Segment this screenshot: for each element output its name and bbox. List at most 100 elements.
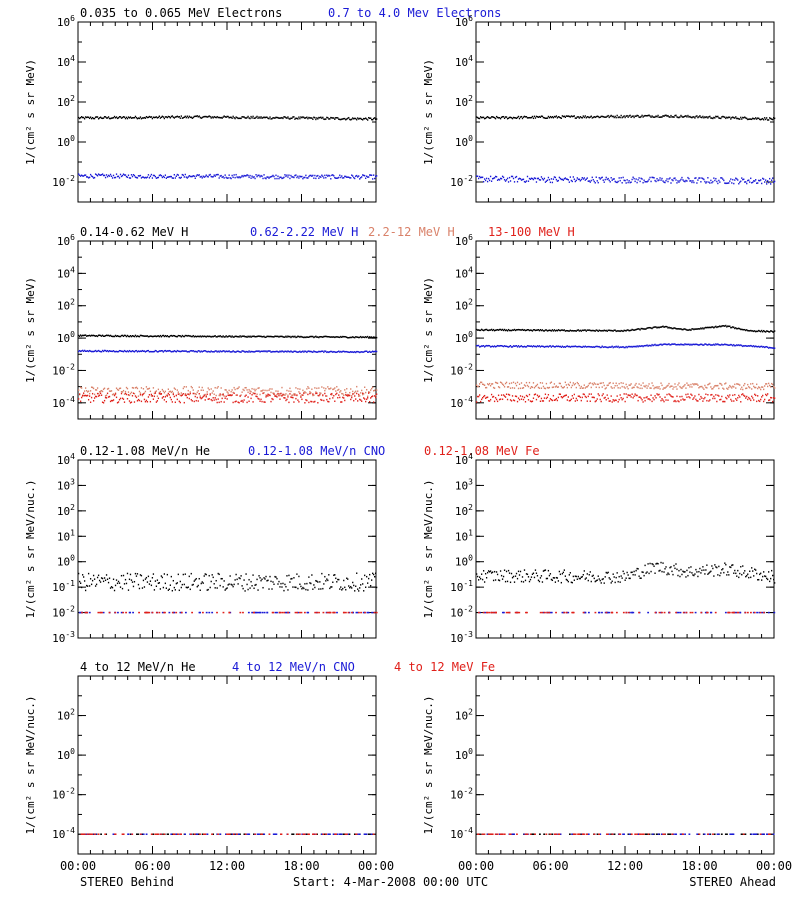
data-point <box>503 395 506 397</box>
data-point <box>584 387 586 389</box>
data-point <box>92 117 95 120</box>
data-point <box>168 116 170 118</box>
data-point <box>201 611 204 614</box>
data-point <box>695 328 697 330</box>
data-point <box>287 176 289 178</box>
data-point <box>606 346 608 349</box>
data-point <box>216 401 218 404</box>
data-point <box>293 577 295 579</box>
data-point <box>601 578 603 581</box>
data-point <box>687 343 689 346</box>
data-point <box>373 336 375 338</box>
data-point <box>184 394 186 396</box>
data-point <box>631 611 633 614</box>
data-point <box>279 611 282 614</box>
data-point <box>219 394 221 397</box>
data-point <box>159 391 162 393</box>
data-point <box>308 387 310 389</box>
data-point <box>360 584 362 586</box>
data-point <box>711 117 713 119</box>
data-point <box>79 334 82 336</box>
data-point <box>667 343 669 346</box>
data-point <box>479 400 482 403</box>
data-point <box>371 336 373 338</box>
data-point <box>159 393 162 395</box>
data-point <box>584 611 587 614</box>
data-point <box>599 398 601 401</box>
data-point <box>353 399 355 402</box>
data-point <box>267 393 269 396</box>
data-point <box>533 387 536 389</box>
data-point <box>353 336 355 339</box>
data-point <box>706 387 708 389</box>
data-point <box>194 395 196 398</box>
data-point <box>520 179 523 181</box>
data-point <box>624 116 626 119</box>
data-point <box>332 351 334 353</box>
data-point <box>255 388 257 391</box>
data-point <box>488 571 491 573</box>
data-point <box>268 588 270 590</box>
data-point <box>484 572 487 575</box>
data-point <box>745 117 747 119</box>
data-point <box>213 399 215 401</box>
data-point <box>353 351 355 354</box>
data-point <box>313 584 315 586</box>
data-point <box>80 350 83 352</box>
data-point <box>596 383 598 386</box>
data-point <box>683 344 685 346</box>
data-point <box>598 345 600 348</box>
data-point <box>721 395 723 398</box>
data-point <box>208 174 210 176</box>
data-point <box>356 174 358 177</box>
data-point <box>113 350 116 353</box>
data-point <box>539 400 542 403</box>
series-black <box>78 334 378 339</box>
data-point <box>622 330 624 333</box>
data-point <box>336 117 338 119</box>
data-point <box>517 397 520 399</box>
data-point <box>601 329 603 332</box>
data-point <box>529 578 532 581</box>
data-point <box>560 117 563 119</box>
data-point <box>337 396 339 399</box>
data-point <box>331 394 333 396</box>
data-point <box>507 117 510 119</box>
data-point <box>757 395 759 397</box>
data-point <box>129 573 132 576</box>
data-point <box>732 116 734 118</box>
data-point <box>723 388 725 390</box>
data-point <box>126 176 129 179</box>
data-point <box>309 117 311 119</box>
data-point <box>595 176 597 178</box>
legend-entry: 0.7 to 4.0 Mev Electrons <box>328 6 501 20</box>
data-point <box>584 395 586 398</box>
data-point <box>588 116 590 119</box>
data-point <box>360 117 362 120</box>
data-point <box>723 116 725 118</box>
data-point <box>119 586 122 588</box>
data-point <box>145 350 148 353</box>
data-point <box>714 564 716 566</box>
data-point <box>340 176 342 179</box>
data-point <box>82 576 85 578</box>
data-point <box>252 335 254 338</box>
data-point <box>288 117 290 120</box>
data-point <box>309 582 311 584</box>
data-point <box>757 579 759 581</box>
data-point <box>632 386 634 389</box>
series-salmon <box>476 381 776 391</box>
data-point <box>495 398 498 401</box>
data-point <box>501 175 504 178</box>
data-point <box>168 390 170 393</box>
data-point <box>492 177 495 180</box>
data-point <box>232 391 234 394</box>
data-point <box>226 398 228 400</box>
data-point <box>180 350 182 353</box>
data-point <box>589 181 591 183</box>
data-point <box>136 400 139 402</box>
data-point <box>603 329 605 332</box>
data-point <box>166 395 169 397</box>
data-point <box>265 177 267 180</box>
data-point <box>680 178 682 181</box>
